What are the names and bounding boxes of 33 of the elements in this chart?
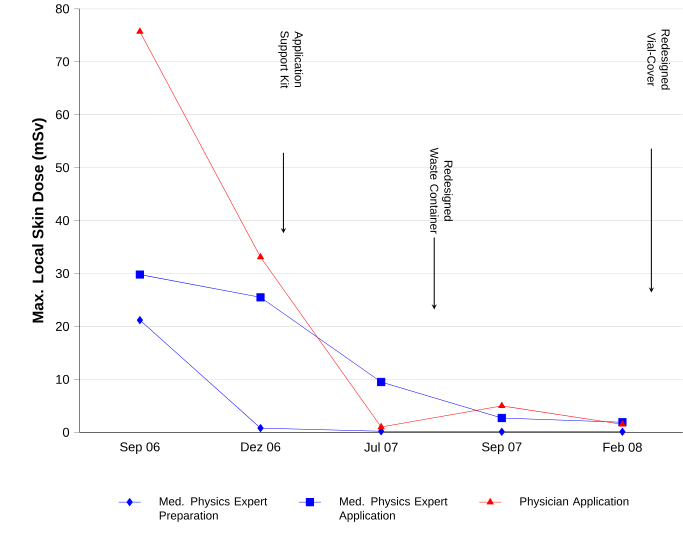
y-tick-label: 30 [56,268,70,278]
x-tick-label: Dez 06 [241,442,280,452]
annotation: Application Support Kit [278,31,304,88]
annotation: Redesigned Waste Container [430,148,453,234]
point [256,293,265,302]
y-tick-label: 40 [56,216,70,226]
point [136,316,144,324]
y-tick-label: 60 [56,110,70,120]
point [619,428,626,436]
point [498,414,506,422]
y-tick-label: 20 [56,322,70,331]
point [136,270,144,279]
point [256,252,264,260]
y-tick-label: 50 [56,163,70,172]
point [136,27,144,34]
y-tick-label: 70 [56,57,70,66]
legend-label: Med. Physics Expert Preparation [160,496,268,522]
point [498,428,505,436]
point [377,378,386,386]
y-tick-label: 10 [56,374,70,384]
x-tick-label: Sep 07 [482,442,522,454]
x-tick-label: Jul 07 [364,442,398,452]
point [498,402,506,408]
y-axis-title: Max. Local Skin Dose (mSv) [32,118,46,323]
y-tick-label: 80 [56,4,70,14]
x-tick-label: Feb 08 [603,442,642,452]
legend-label: Med. Physics Expert Application [339,496,448,522]
legend-label: Physician Application [520,496,628,508]
point [257,424,264,432]
x-tick-label: Sep 06 [120,442,160,454]
point [378,422,385,430]
y-tick-label: 0 [62,428,70,437]
annotation: Redesigned Vial-Cover [647,30,670,90]
